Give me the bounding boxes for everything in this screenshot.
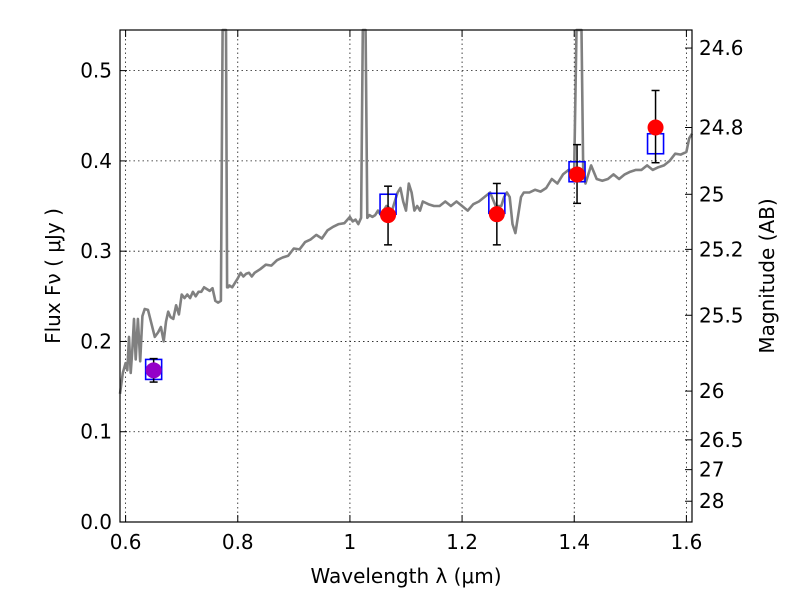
x-tick-label: 0.6 [110, 530, 142, 554]
y-tick-label: 0.1 [80, 420, 112, 444]
spectrum-layer [118, 28, 694, 394]
y2-tick-label: 25.2 [699, 237, 744, 261]
model-box-layer [144, 132, 665, 381]
x-tick-label: 1.4 [558, 530, 590, 554]
point-layer [145, 119, 664, 379]
y-tick-label: 0.0 [80, 510, 112, 534]
y2-tick-label: 25.5 [699, 303, 744, 327]
y2-tick-label: 26.5 [699, 428, 744, 452]
y2-tick-label: 27 [699, 458, 724, 482]
y2-tick-label: 25 [699, 182, 724, 206]
red-data-point [569, 166, 586, 183]
x-tick-label: 0.8 [222, 530, 254, 554]
x-tick-label: 1.2 [446, 530, 478, 554]
y2-tick-label: 26 [699, 379, 724, 403]
y-tick-label: 0.5 [80, 59, 112, 83]
x-tick-label: 1 [344, 530, 357, 554]
x-axis-title: Wavelength λ (μm) [310, 564, 501, 588]
y-axis-title: Flux Fν ( μJy ) [41, 208, 65, 344]
y-tick-label: 0.2 [80, 329, 112, 353]
red-data-point [488, 206, 505, 223]
y2-axis-title: Magnitude (AB) [755, 198, 779, 353]
tick-layer: 0.6 0.8 1 1.2 1.4 1.6 0.0 0.1 0.2 0.3 0.4 0.5 24.6 24… [80, 30, 744, 554]
red-data-point [380, 207, 397, 224]
x-tick-label: 1.6 [670, 530, 702, 554]
purple-data-point [145, 362, 162, 379]
y2-tick-label: 28 [699, 489, 724, 513]
y2-tick-label: 24.8 [699, 115, 744, 139]
y2-tick-label: 24.6 [699, 36, 744, 60]
y-tick-label: 0.4 [80, 149, 112, 173]
red-data-point [647, 119, 664, 136]
y-tick-label: 0.3 [80, 239, 112, 263]
plot-frame [119, 29, 693, 523]
grid [120, 30, 692, 523]
spectrum-line [118, 28, 694, 394]
